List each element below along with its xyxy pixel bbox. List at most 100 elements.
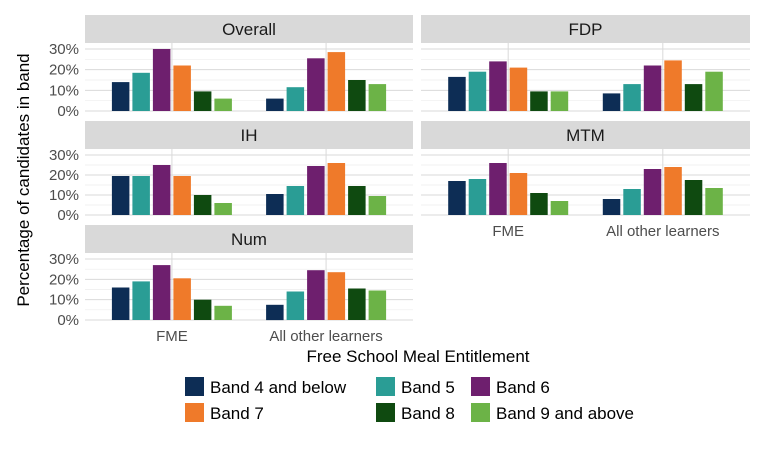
bar-num-fme-band-5	[132, 281, 150, 320]
bar-overall-all-other-learners-band-8	[348, 80, 366, 111]
bar-mtm-all-other-learners-band-4-and-below	[602, 199, 621, 215]
facet-strip	[85, 225, 413, 253]
y-tick-label: 10%	[49, 82, 79, 99]
bar-num-all-other-learners-band-6	[307, 270, 325, 320]
panel-ih: IH 0% 10% 20% 30%	[49, 121, 413, 224]
bar-num-fme-band-4-and-below	[111, 287, 130, 320]
bar-mtm-fme-band-4-and-below	[448, 181, 466, 215]
facet-strip-label: Num	[231, 230, 267, 249]
bar-overall-all-other-learners-band-4-and-below	[266, 98, 284, 111]
bar-fdp-fme-band-7	[509, 67, 528, 111]
bar-fdp-fme-band-5	[468, 71, 487, 111]
bar-fdp-all-other-learners-band-9-and-above	[705, 71, 723, 111]
panel-mtm: MTM FME All other learners	[421, 121, 750, 240]
bar-num-all-other-learners-band-7	[327, 272, 346, 320]
bar-fdp-all-other-learners-band-4-and-below	[602, 93, 621, 111]
bar-mtm-fme-band-8	[530, 193, 548, 215]
bar-overall-fme-band-5	[132, 72, 150, 111]
bar-overall-fme-band-9-and-above	[214, 98, 232, 111]
panel-overall: Overall 0% 10% 20% 30%	[49, 15, 413, 120]
bar-mtm-fme-band-9-and-above	[550, 201, 569, 215]
legend-key-band-5	[376, 377, 395, 396]
legend-key-band-7	[185, 403, 204, 422]
bar-num-all-other-learners-band-9-and-above	[368, 290, 387, 320]
y-tick-label: 20%	[49, 271, 79, 288]
bar-mtm-fme-band-7	[509, 173, 528, 215]
bar-mtm-all-other-learners-band-8	[684, 180, 703, 215]
bar-num-all-other-learners-band-4-and-below	[266, 304, 284, 321]
y-tick-label: 30%	[49, 41, 79, 58]
y-tick-label: 10%	[49, 187, 79, 204]
facet-strip-label: Overall	[222, 20, 276, 39]
y-tick-label: 20%	[49, 62, 79, 79]
bar-fdp-fme-band-6	[489, 61, 507, 111]
y-tick-label: 0%	[57, 207, 79, 224]
bar-num-all-other-learners-band-5	[286, 291, 305, 320]
y-tick-label: 20%	[49, 167, 79, 184]
bar-ih-all-other-learners-band-5	[286, 186, 305, 215]
bar-fdp-fme-band-8	[530, 91, 548, 111]
bar-num-fme-band-9-and-above	[214, 305, 232, 320]
bar-fdp-fme-band-4-and-below	[448, 76, 466, 111]
facet-strip-label: FDP	[569, 20, 603, 39]
y-tick-label: 30%	[49, 147, 79, 164]
bar-overall-fme-band-4-and-below	[111, 82, 130, 111]
bar-fdp-fme-band-9-and-above	[550, 91, 569, 111]
y-tick-label: 0%	[57, 312, 79, 329]
bar-ih-fme-band-4-and-below	[111, 176, 130, 215]
legend: Band 4 and below Band 5 Band 6 Band 7 Band 8…	[185, 377, 634, 423]
bar-num-fme-band-8	[193, 299, 212, 320]
bar-overall-fme-band-8	[193, 91, 212, 111]
y-tick-label: 0%	[57, 103, 79, 120]
facet-strip-label: MTM	[566, 126, 605, 145]
bar-fdp-all-other-learners-band-7	[664, 60, 682, 111]
bar-ih-fme-band-8	[193, 195, 212, 215]
facet-strip	[421, 121, 750, 149]
bar-overall-fme-band-6	[152, 49, 171, 111]
legend-label-band-9-and-above: Band 9 and above	[496, 404, 634, 423]
y-tick-label: 30%	[49, 251, 79, 268]
bar-fdp-all-other-learners-band-6	[643, 65, 662, 111]
facet-strip-label: IH	[241, 126, 258, 145]
legend-label-band-4-and-below: Band 4 and below	[210, 378, 347, 397]
bar-mtm-all-other-learners-band-9-and-above	[705, 188, 723, 215]
legend-label-band-5: Band 5	[401, 378, 455, 397]
x-tick-label: FME	[156, 328, 188, 345]
legend-key-band-9-and-above	[471, 403, 490, 422]
bar-mtm-fme-band-5	[468, 179, 487, 215]
bar-overall-all-other-learners-band-6	[307, 58, 325, 111]
x-tick-label: FME	[492, 223, 524, 240]
legend-label-band-7: Band 7	[210, 404, 264, 423]
bar-overall-all-other-learners-band-9-and-above	[368, 84, 387, 111]
bar-num-fme-band-7	[173, 278, 191, 320]
bar-overall-all-other-learners-band-7	[327, 52, 346, 111]
panel-num: Num 0% 10% 20% 30% FME All other learners	[49, 225, 413, 345]
bar-ih-all-other-learners-band-8	[348, 186, 366, 215]
bar-fdp-all-other-learners-band-8	[684, 84, 703, 111]
bar-ih-fme-band-7	[173, 176, 191, 215]
legend-key-band-4-and-below	[185, 377, 204, 396]
bar-num-fme-band-6	[152, 265, 171, 320]
y-axis-title: Percentage of candidates in band	[14, 53, 33, 306]
legend-key-band-8	[376, 403, 395, 422]
bar-ih-fme-band-6	[152, 165, 171, 215]
x-tick-label: All other learners	[606, 223, 719, 240]
x-tick-label: All other learners	[269, 328, 382, 345]
y-tick-label: 10%	[49, 292, 79, 309]
bar-ih-all-other-learners-band-4-and-below	[266, 194, 284, 215]
bar-fdp-all-other-learners-band-5	[623, 84, 641, 111]
bar-ih-all-other-learners-band-6	[307, 166, 325, 215]
bar-mtm-all-other-learners-band-5	[623, 189, 641, 215]
bar-overall-all-other-learners-band-5	[286, 87, 305, 111]
bar-ih-fme-band-5	[132, 176, 150, 215]
legend-label-band-6: Band 6	[496, 378, 550, 397]
bar-ih-all-other-learners-band-7	[327, 163, 346, 215]
facet-strip	[85, 15, 413, 43]
legend-key-band-6	[471, 377, 490, 396]
facet-strip	[85, 121, 413, 149]
bar-overall-fme-band-7	[173, 65, 191, 111]
bar-mtm-all-other-learners-band-6	[643, 169, 662, 215]
facet-strip	[421, 15, 750, 43]
facet-panels: Overall 0% 10% 20% 30% FDP IH 0% 10% 20% 30% MTM FME…	[49, 15, 750, 345]
